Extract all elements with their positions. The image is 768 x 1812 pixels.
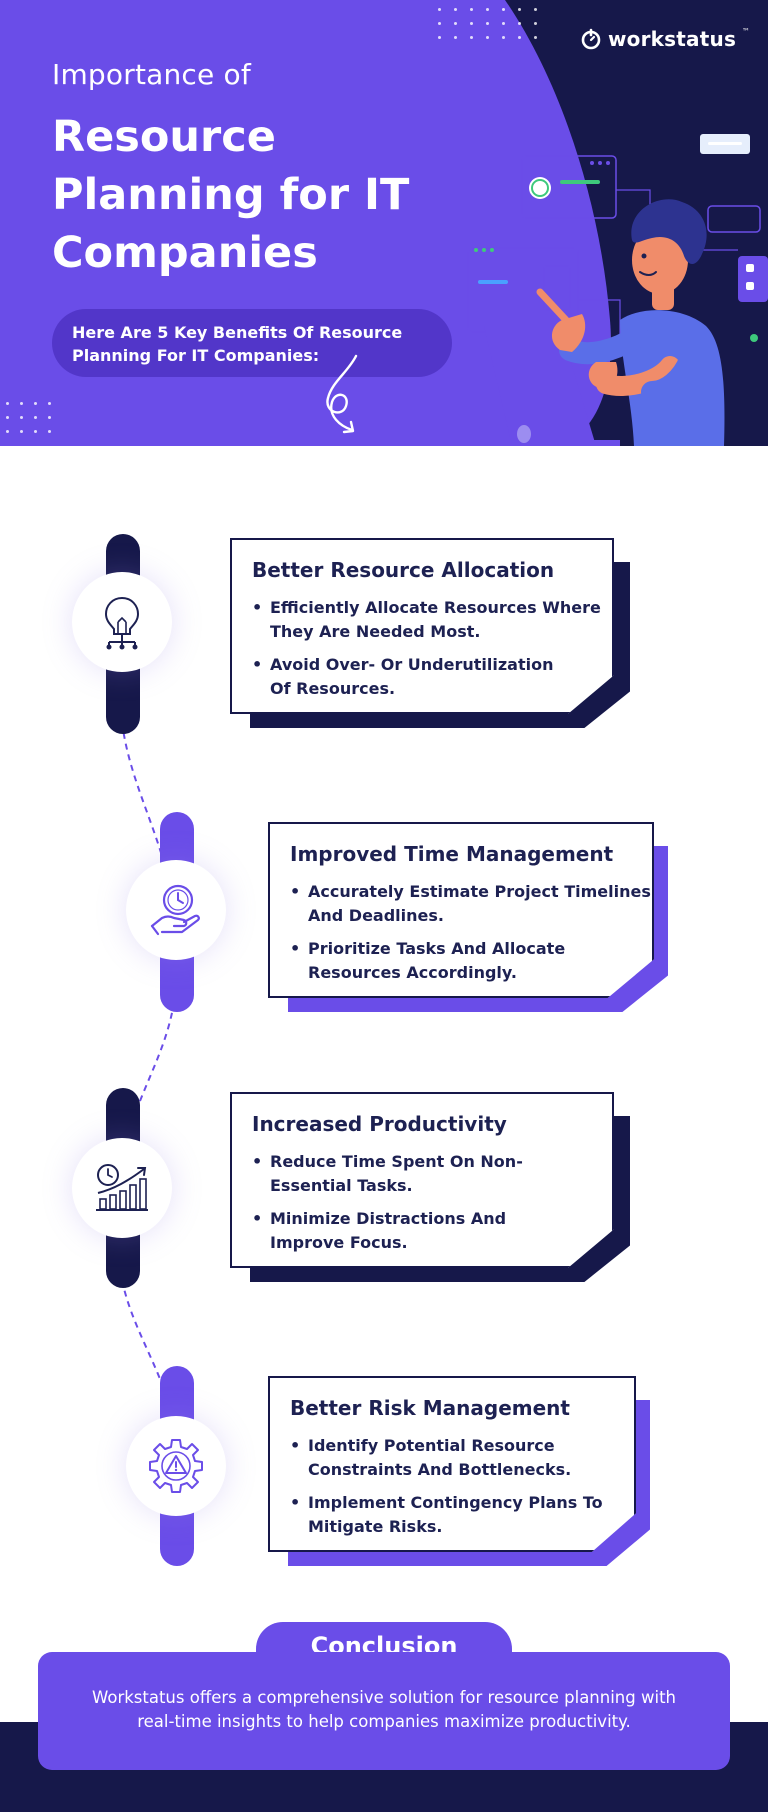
- bullet-line: Implement Contingency Plans To: [308, 1493, 603, 1512]
- hero-subtitle: Importance of: [52, 58, 251, 91]
- benefit-bullet: Reduce Time Spent On Non- Essential Task…: [252, 1150, 592, 1198]
- bullet-line: Efficiently Allocate Resources Where: [270, 598, 601, 617]
- benefit-bullet: Prioritize Tasks And Allocate Resources …: [290, 937, 632, 985]
- benefit-bullet: Identify Potential Resource Constraints …: [290, 1434, 614, 1482]
- logo-wordmark: workstatus: [608, 27, 737, 51]
- benefit-bullets: Efficiently Allocate Resources Where The…: [252, 596, 601, 701]
- benefit-icon-badge: [72, 1138, 172, 1238]
- bullet-line: Of Resources.: [270, 679, 396, 698]
- bullet-line: Identify Potential Resource: [308, 1436, 555, 1455]
- logo-trademark: ™: [742, 26, 751, 36]
- benefit-title: Increased Productivity: [252, 1112, 507, 1136]
- hero-title-line: Companies: [52, 228, 318, 278]
- benefit-title: Better Risk Management: [290, 1396, 570, 1420]
- bullet-line: Minimize Distractions And: [270, 1209, 507, 1228]
- benefit-title: Better Resource Allocation: [252, 558, 555, 582]
- benefit-bullets: Identify Potential Resource Constraints …: [290, 1434, 614, 1539]
- benefit-icon-badge: [126, 860, 226, 960]
- bullet-line: Resources Accordingly.: [308, 963, 517, 982]
- bullet-line: Mitigate Risks.: [308, 1517, 443, 1536]
- benefits-intro-pill: Here Are 5 Key Benefits Of Resource Plan…: [52, 309, 452, 377]
- benefit-card: Better Resource Allocation Efficiently A…: [230, 538, 614, 714]
- bullet-line: And Deadlines.: [308, 906, 444, 925]
- productivity-chart-icon: [96, 1164, 148, 1211]
- benefit-icon-badge: [72, 572, 172, 672]
- hero-title-line: Resource: [52, 112, 276, 162]
- benefit-title: Improved Time Management: [290, 842, 614, 866]
- conclusion-text-line: Workstatus offers a comprehensive soluti…: [92, 1688, 676, 1707]
- bullet-line: They Are Needed Most.: [270, 622, 481, 641]
- bullet-line: Prioritize Tasks And Allocate: [308, 939, 566, 958]
- benefit-bullet: Implement Contingency Plans To Mitigate …: [290, 1491, 614, 1539]
- gear-warning-icon: [149, 1439, 203, 1493]
- bullet-line: Improve Focus.: [270, 1233, 408, 1252]
- timeline-connector: [137, 1001, 175, 1107]
- hero-banner: workstatus ™ Importance of Resource Plan…: [0, 0, 768, 446]
- pill-text-line: Planning For IT Companies:: [72, 346, 320, 365]
- lightbulb-icon: [104, 596, 140, 650]
- benefit-bullet: Avoid Over- Or Underutilization Of Resou…: [252, 653, 592, 701]
- clock-logo-icon: [581, 28, 601, 50]
- curly-arrow-icon: [326, 354, 358, 434]
- bullet-line: Essential Tasks.: [270, 1176, 413, 1195]
- pill-text-line: Here Are 5 Key Benefits Of Resource: [72, 323, 403, 342]
- hero-title-line: Planning for IT: [52, 170, 410, 220]
- benefit-card: Better Risk Management Identify Potentia…: [268, 1376, 636, 1552]
- timeline-connector: [121, 1279, 163, 1385]
- benefit-bullets: Accurately Estimate Project Timelines An…: [290, 880, 651, 985]
- benefit-bullet: Accurately Estimate Project Timelines An…: [290, 880, 651, 928]
- hero-illustration: [467, 134, 768, 446]
- decorative-dots-top: [438, 8, 548, 48]
- hero-title: Resource Planning for IT Companies: [52, 108, 472, 282]
- benefit-icon-badge: [126, 1416, 226, 1516]
- workstatus-logo: workstatus ™: [580, 25, 750, 53]
- conclusion-box: Workstatus offers a comprehensive soluti…: [38, 1652, 730, 1770]
- bullet-line: Accurately Estimate Project Timelines: [308, 882, 651, 901]
- benefit-bullets: Reduce Time Spent On Non- Essential Task…: [252, 1150, 592, 1255]
- benefit-bullet: Efficiently Allocate Resources Where The…: [252, 596, 601, 644]
- clock-hand-icon: [150, 884, 200, 936]
- bullet-line: Avoid Over- Or Underutilization: [270, 655, 554, 674]
- benefit-card: Improved Time Management Accurately Esti…: [268, 822, 654, 998]
- timeline-connector: [121, 721, 163, 857]
- decorative-dots-left: [6, 402, 56, 446]
- bullet-line: Constraints And Bottlenecks.: [308, 1460, 572, 1479]
- bullet-line: Reduce Time Spent On Non-: [270, 1152, 523, 1171]
- conclusion-text-line: real-time insights to help companies max…: [137, 1712, 631, 1731]
- benefit-card: Increased Productivity Reduce Time Spent…: [230, 1092, 614, 1268]
- benefit-bullet: Minimize Distractions And Improve Focus.: [252, 1207, 592, 1255]
